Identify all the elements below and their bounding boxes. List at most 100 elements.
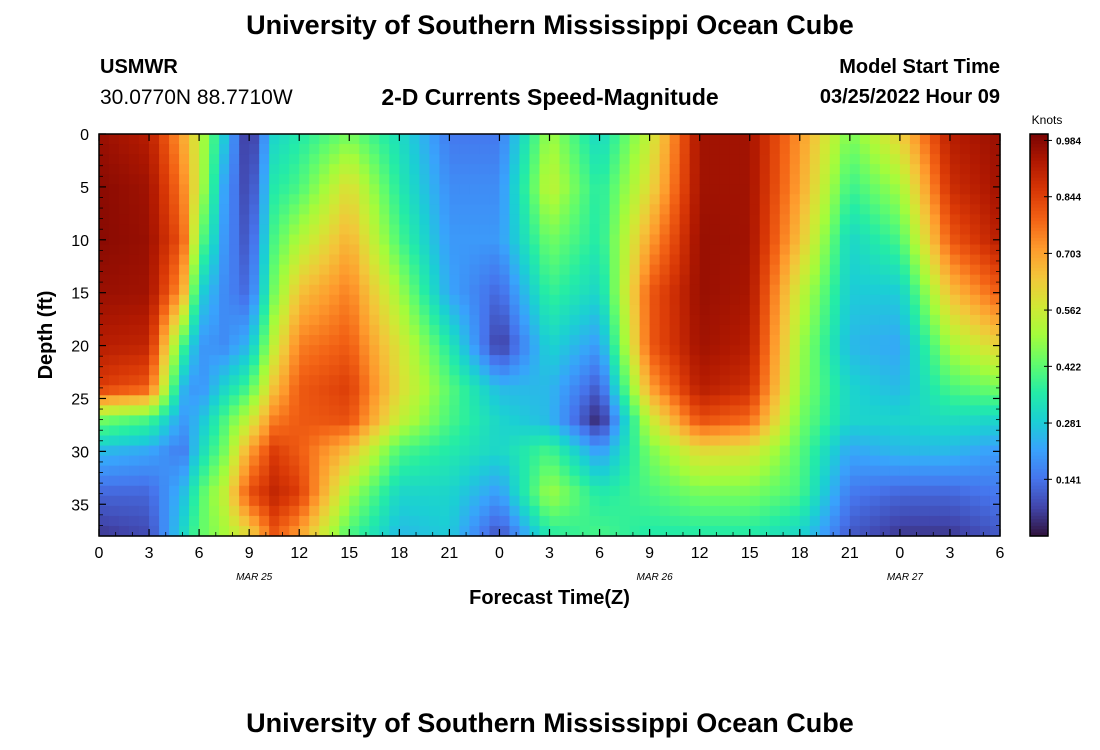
- heatmap-cell: [129, 204, 140, 215]
- heatmap-cell: [249, 475, 260, 487]
- heatmap-cell: [439, 475, 450, 487]
- heatmap-cell: [579, 164, 591, 175]
- heatmap-cell: [989, 284, 1001, 296]
- heatmap-cell: [799, 154, 811, 165]
- heatmap-cell: [599, 335, 611, 346]
- heatmap-cell: [449, 284, 460, 296]
- heatmap-cell: [629, 505, 641, 517]
- heatmap-cell: [329, 385, 340, 396]
- heatmap-cell: [689, 224, 701, 236]
- heatmap-cell: [539, 264, 551, 276]
- heatmap-cell: [589, 214, 601, 226]
- heatmap-cell: [399, 294, 410, 306]
- x-tick-label: 3: [145, 545, 154, 562]
- heatmap-cell: [679, 224, 691, 236]
- heatmap-cell: [479, 495, 491, 507]
- heatmap-cell: [769, 294, 781, 306]
- heatmap-cell: [139, 294, 150, 306]
- heatmap-cell: [799, 425, 811, 437]
- heatmap-cell: [529, 134, 541, 145]
- heatmap-cell: [529, 505, 541, 517]
- heatmap-cell: [789, 365, 801, 376]
- heatmap-cell: [429, 214, 440, 226]
- heatmap-cell: [549, 144, 561, 155]
- heatmap-cell: [959, 445, 971, 457]
- heatmap-cell: [539, 415, 551, 427]
- heatmap-cell: [749, 264, 761, 276]
- heatmap-cell: [579, 294, 591, 306]
- heatmap-cell: [419, 515, 430, 527]
- heatmap-cell: [349, 365, 360, 376]
- heatmap-cell: [859, 355, 871, 366]
- heatmap-cell: [919, 324, 931, 336]
- heatmap-cell: [769, 375, 781, 386]
- heatmap-cell: [719, 144, 731, 155]
- heatmap-cell: [139, 324, 150, 336]
- heatmap-cell: [399, 365, 410, 376]
- heatmap-cell: [419, 264, 430, 276]
- heatmap-cell: [99, 244, 110, 256]
- heatmap-cell: [319, 445, 330, 457]
- heatmap-cell: [399, 304, 410, 316]
- heatmap-cell: [199, 224, 210, 236]
- heatmap-cell: [359, 395, 370, 406]
- chart-subtitle: 2-D Currents Speed-Magnitude: [381, 84, 719, 110]
- heatmap-cell: [969, 475, 981, 487]
- heatmap-cell: [629, 204, 641, 215]
- heatmap-cell: [709, 485, 721, 497]
- heatmap-cell: [529, 375, 541, 386]
- heatmap-cell: [269, 385, 280, 396]
- heatmap-cell: [989, 304, 1001, 316]
- heatmap-cell: [859, 264, 871, 276]
- heatmap-cell: [529, 164, 541, 175]
- heatmap-cell: [759, 435, 771, 447]
- heatmap-cell: [539, 385, 551, 396]
- heatmap-cell: [369, 345, 380, 356]
- heatmap-cell: [119, 234, 130, 246]
- y-axis-label: Depth (ft): [35, 291, 57, 380]
- heatmap-cell: [169, 234, 180, 246]
- heatmap-cell: [429, 485, 440, 497]
- heatmap-cell: [409, 204, 420, 215]
- heatmap-cell: [299, 314, 310, 326]
- colorbar-segment: [1030, 532, 1048, 537]
- heatmap-cell: [929, 244, 941, 256]
- heatmap-cell: [189, 284, 200, 296]
- heatmap-cell: [389, 495, 400, 507]
- heatmap-cell: [959, 174, 971, 185]
- heatmap-cell: [909, 405, 921, 416]
- heatmap-cell: [439, 254, 450, 266]
- heatmap-cell: [679, 214, 691, 226]
- heatmap-cell: [559, 294, 571, 306]
- heatmap-cell: [789, 304, 801, 316]
- heatmap-cell: [669, 465, 681, 477]
- heatmap-cell: [719, 304, 731, 316]
- heatmap-cell: [579, 274, 591, 286]
- heatmap-cell: [359, 164, 370, 175]
- heatmap-cell: [469, 515, 481, 527]
- heatmap-cell: [619, 314, 631, 326]
- heatmap-cell: [559, 144, 571, 155]
- heatmap-cell: [839, 505, 851, 517]
- heatmap-cell: [899, 264, 911, 276]
- heatmap-cell: [899, 324, 911, 336]
- heatmap-cell: [619, 415, 631, 427]
- heatmap-cell: [219, 355, 230, 366]
- heatmap-cell: [459, 505, 471, 517]
- heatmap-cell: [509, 425, 521, 437]
- heatmap-cell: [519, 214, 531, 226]
- heatmap-cell: [229, 515, 240, 527]
- heatmap-cell: [919, 515, 931, 527]
- colorbar-segment: [1030, 415, 1048, 420]
- heatmap-cell: [669, 184, 681, 195]
- heatmap-cell: [319, 485, 330, 497]
- heatmap-cell: [429, 274, 440, 286]
- heatmap-cell: [369, 274, 380, 286]
- heatmap-cell: [319, 465, 330, 477]
- heatmap-cell: [589, 455, 601, 467]
- heatmap-cell: [539, 234, 551, 246]
- heatmap-cell: [579, 134, 591, 145]
- heatmap-cell: [249, 154, 260, 165]
- heatmap-cell: [609, 405, 621, 416]
- heatmap-cell: [319, 204, 330, 215]
